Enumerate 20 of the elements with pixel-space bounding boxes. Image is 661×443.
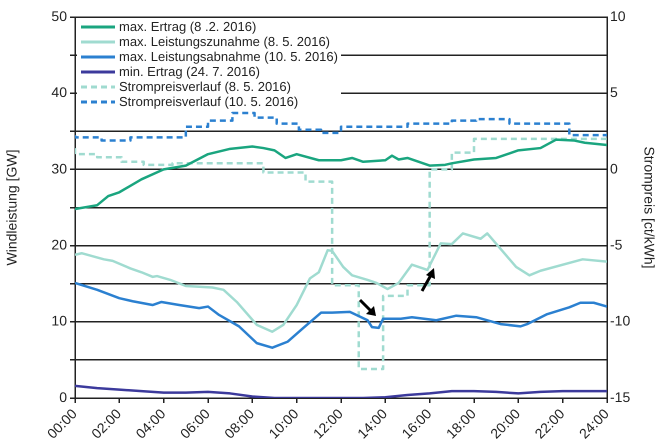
y2-tick-label: -15 — [610, 388, 630, 405]
y-tick-label: 20 — [51, 236, 68, 252]
y2-tick-label: 10 — [610, 8, 626, 24]
legend-label: min. Ertrag (24. 7. 2016) — [119, 64, 260, 79]
y-axis-title: Windleistung [GW] — [3, 150, 20, 266]
y2-axis-title: Strompreis [ct/kWh] — [642, 146, 658, 269]
legend-label: max. Leistungszunahme (8. 5. 2016) — [119, 34, 330, 49]
y-tick-label: 50 — [51, 8, 68, 24]
y2-tick-label: 0 — [610, 160, 618, 176]
legend-label: Strompreisverlauf (8. 5. 2016) — [119, 79, 291, 94]
legend-label: max. Ertrag (8 .2. 2016) — [119, 19, 256, 34]
y-tick-label: 40 — [51, 84, 68, 100]
legend-label: max. Leistungsabnahme (10. 5. 2016) — [119, 49, 338, 64]
y-tick-label: 30 — [51, 160, 68, 176]
y2-tick-label: 5 — [610, 84, 618, 100]
y2-tick-label: -10 — [610, 312, 630, 329]
y-tick-label: 0 — [59, 388, 68, 405]
y-tick-label: 10 — [51, 312, 68, 329]
y2-tick-label: -5 — [610, 236, 623, 252]
legend-label: Strompreisverlauf (10. 5. 2016) — [119, 94, 298, 109]
